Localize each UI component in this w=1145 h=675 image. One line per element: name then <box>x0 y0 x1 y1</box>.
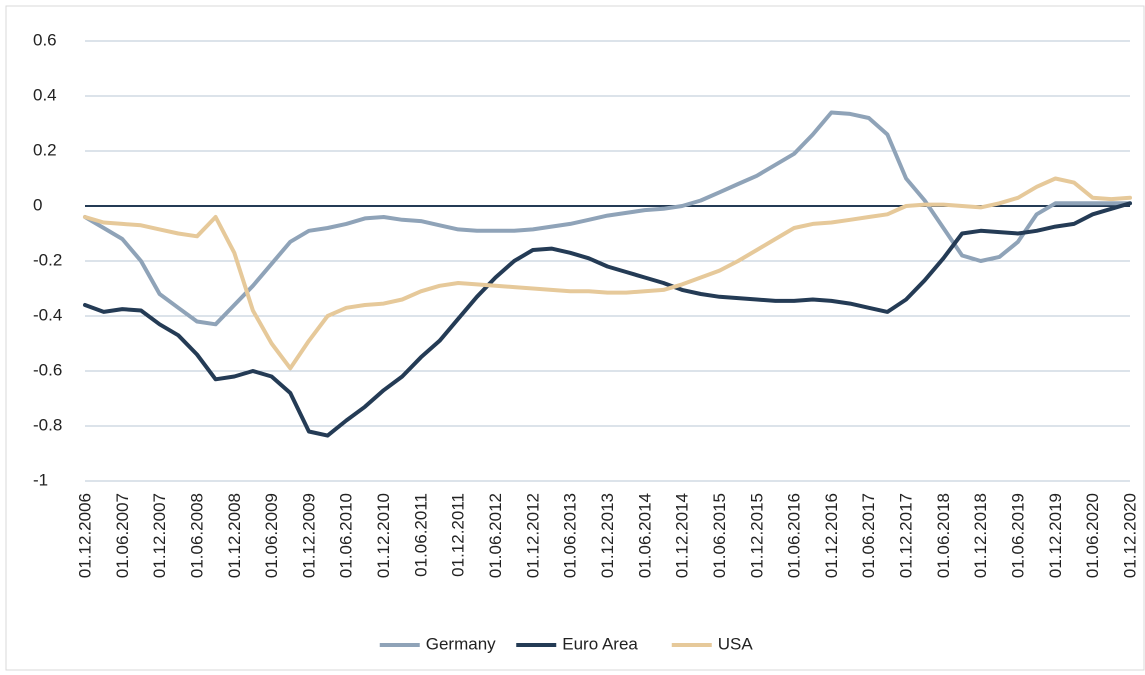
y-tick-label: -0.2 <box>33 250 62 269</box>
x-tick-label: 01.12.2011 <box>449 493 468 577</box>
series-line <box>83 201 1132 438</box>
y-tick-label: 0.2 <box>33 140 57 159</box>
x-tick-label: 01.12.2019 <box>1046 493 1065 578</box>
x-tick-label: 01.06.2018 <box>934 493 953 578</box>
x-tick-label: 01.12.2012 <box>523 493 542 578</box>
x-tick-label: 01.06.2008 <box>187 493 206 578</box>
x-tick-label: 01.12.2018 <box>971 493 990 578</box>
y-tick-label: -0.4 <box>33 305 62 324</box>
x-tick-label: 01.06.2016 <box>785 493 804 578</box>
y-tick-label: -0.8 <box>33 415 62 434</box>
x-tick-label: 01.12.2014 <box>673 493 692 578</box>
y-tick-label: 0.4 <box>33 85 57 104</box>
x-tick-label: 01.06.2015 <box>710 493 729 578</box>
legend-label: Euro Area <box>562 634 638 653</box>
x-tick-label: 01.06.2014 <box>635 493 654 578</box>
x-tick-label: 01.12.2007 <box>150 493 169 578</box>
x-tick-label: 01.12.2020 <box>1120 493 1139 578</box>
x-tick-label: 01.12.2016 <box>822 493 841 578</box>
legend-label: Germany <box>426 634 496 653</box>
chart-frame <box>5 5 1145 671</box>
x-tick-label: 01.06.2011 <box>411 493 430 577</box>
series-line <box>83 110 1132 327</box>
y-tick-label: -0.6 <box>33 360 62 379</box>
legend-label: USA <box>718 634 754 653</box>
x-tick-label: 01.06.2017 <box>859 493 878 578</box>
x-tick-label: 01.12.2015 <box>747 493 766 578</box>
x-tick-label: 01.12.2013 <box>598 493 617 578</box>
x-tick-label: 01.06.2009 <box>262 493 281 578</box>
series-line <box>83 176 1132 371</box>
y-tick-label: 0 <box>33 195 42 214</box>
x-tick-label: 01.06.2012 <box>486 493 505 578</box>
x-tick-label: 01.12.2009 <box>299 493 318 578</box>
x-tick-label: 01.06.2007 <box>113 493 132 578</box>
x-tick-label: 01.12.2006 <box>75 493 94 578</box>
x-tick-label: 01.06.2013 <box>561 493 580 578</box>
x-tick-label: 01.12.2017 <box>897 493 916 578</box>
y-tick-label: -1 <box>33 470 48 489</box>
y-tick-label: 0.6 <box>33 30 57 49</box>
x-tick-label: 01.12.2010 <box>374 493 393 578</box>
x-tick-label: 01.06.2010 <box>337 493 356 578</box>
x-tick-label: 01.12.2008 <box>225 493 244 578</box>
x-tick-label: 01.06.2020 <box>1083 493 1102 578</box>
x-tick-label: 01.06.2019 <box>1009 493 1028 578</box>
